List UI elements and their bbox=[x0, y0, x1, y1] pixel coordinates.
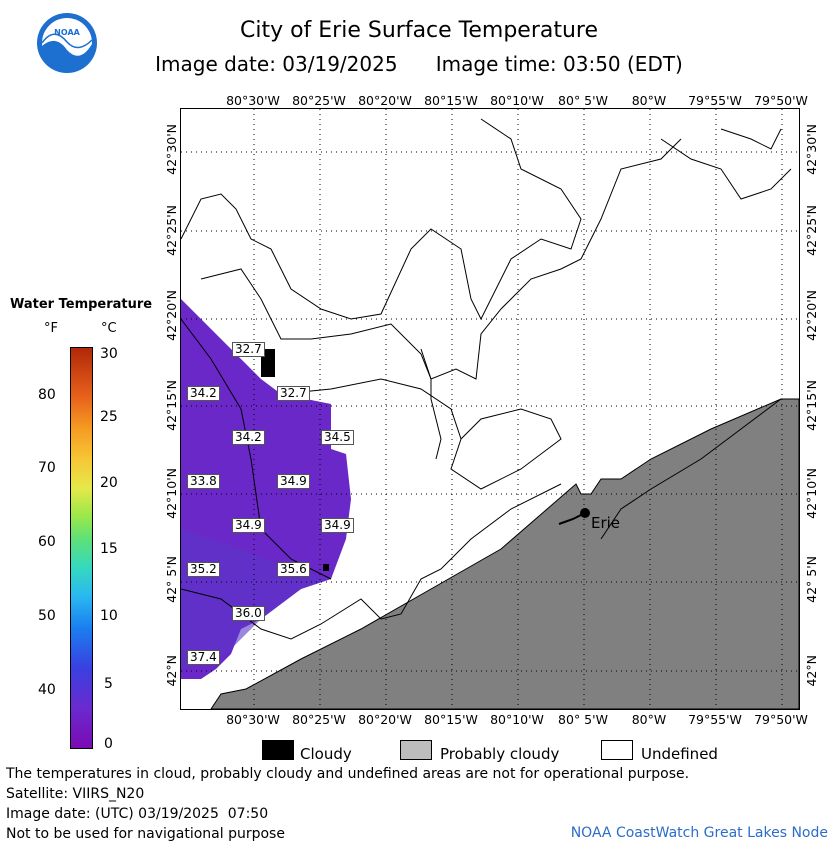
c-tick: 15 bbox=[100, 541, 118, 557]
contour-lines bbox=[180, 118, 792, 640]
image-date: Image date: 03/19/2025 bbox=[155, 52, 398, 76]
footer-utc-date: Image date: (UTC) 03/19/2025 07:50 bbox=[6, 806, 269, 822]
f-tick: 40 bbox=[38, 682, 56, 698]
temp-label: 34.9 bbox=[232, 518, 265, 533]
lon-label-top: 80°25'W bbox=[292, 93, 346, 108]
lon-label-top: 80°30'W bbox=[226, 93, 280, 108]
lat-label-left: 42°30'N bbox=[164, 124, 179, 175]
lon-label-bottom: 79°50'W bbox=[754, 712, 808, 727]
temp-label: 35.2 bbox=[187, 562, 220, 577]
lat-label-left: 42°25'N bbox=[164, 205, 179, 256]
temp-label: 34.9 bbox=[321, 518, 354, 533]
undefined-label: Undefined bbox=[641, 745, 718, 763]
temp-label: 33.8 bbox=[187, 474, 220, 489]
lon-label-bottom: 79°55'W bbox=[688, 712, 742, 727]
temp-label: 34.2 bbox=[232, 430, 265, 445]
lon-label-top: 80°10'W bbox=[490, 93, 544, 108]
lat-label-left: 42°15'N bbox=[164, 380, 179, 431]
temp-label: 34.9 bbox=[277, 474, 310, 489]
lon-label-bottom: 80°15'W bbox=[424, 712, 478, 727]
lon-label-top: 80° 5'W bbox=[558, 93, 608, 108]
temp-label: 34.2 bbox=[187, 386, 220, 401]
footer-satellite: Satellite: VIIRS_N20 bbox=[6, 786, 145, 802]
probably-cloudy-label: Probably cloudy bbox=[440, 745, 560, 763]
lat-label-right: 42°25'N bbox=[804, 205, 819, 256]
lon-label-bottom: 80°20'W bbox=[358, 712, 412, 727]
unit-c: °C bbox=[101, 321, 117, 336]
lat-label-right: 42°N bbox=[804, 655, 819, 687]
temp-label: 32.7 bbox=[277, 386, 310, 401]
f-tick: 80 bbox=[38, 387, 56, 403]
c-tick: 25 bbox=[100, 409, 118, 425]
c-tick: 20 bbox=[100, 475, 118, 491]
lon-label-top: 80°15'W bbox=[424, 93, 478, 108]
f-tick: 50 bbox=[38, 608, 56, 624]
lon-label-top: 80°W bbox=[631, 93, 667, 108]
f-tick: 60 bbox=[38, 534, 56, 550]
lon-label-top: 79°55'W bbox=[688, 93, 742, 108]
c-tick: 0 bbox=[104, 736, 113, 752]
city-label-erie: Erie bbox=[591, 514, 621, 532]
grid-lines bbox=[181, 109, 799, 709]
undefined-swatch bbox=[601, 740, 633, 760]
lon-label-bottom: 80°25'W bbox=[292, 712, 346, 727]
c-tick: 30 bbox=[100, 346, 118, 362]
lon-label-top: 80°20'W bbox=[358, 93, 412, 108]
lon-label-bottom: 80°10'W bbox=[490, 712, 544, 727]
temp-label: 36.0 bbox=[232, 606, 265, 621]
temp-label: 37.4 bbox=[187, 650, 220, 665]
map-panel[interactable]: 32.7 34.2 32.7 34.2 34.5 33.8 34.9 34.9 … bbox=[180, 108, 800, 710]
cloudy-swatch bbox=[262, 740, 294, 760]
lat-label-left: 42° 5'N bbox=[164, 556, 179, 603]
unit-f: °F bbox=[44, 321, 58, 336]
cloudy-label: Cloudy bbox=[300, 745, 352, 763]
temp-label: 35.6 bbox=[277, 562, 310, 577]
lat-label-right: 42°30'N bbox=[804, 124, 819, 175]
lat-label-left: 42°20'N bbox=[164, 290, 179, 341]
cloud-patch bbox=[323, 564, 329, 571]
map-svg bbox=[180, 109, 800, 710]
image-time: Image time: 03:50 (EDT) bbox=[435, 52, 683, 76]
noaa-logo: NOAA bbox=[36, 12, 98, 74]
temp-label: 32.7 bbox=[232, 342, 265, 357]
lon-label-bottom: 80° 5'W bbox=[558, 712, 608, 727]
f-tick: 70 bbox=[38, 460, 56, 476]
c-tick: 5 bbox=[104, 676, 113, 692]
probably-cloudy-swatch bbox=[400, 740, 432, 760]
lat-label-left: 42°N bbox=[164, 655, 179, 687]
lon-label-bottom: 80°W bbox=[631, 712, 667, 727]
legend-title: Water Temperature bbox=[10, 297, 153, 312]
subtitle: Image date: 03/19/2025 Image time: 03:50… bbox=[0, 52, 838, 76]
erie-marker bbox=[580, 508, 590, 518]
footer-disclaimer: The temperatures in cloud, probably clou… bbox=[6, 766, 690, 782]
lat-label-right: 42° 5'N bbox=[804, 556, 819, 603]
page-title: City of Erie Surface Temperature bbox=[239, 18, 599, 43]
lat-label-right: 42°20'N bbox=[804, 290, 819, 341]
temp-label: 34.5 bbox=[321, 430, 354, 445]
footer-nav-warning: Not to be used for navigational purpose bbox=[6, 826, 285, 842]
color-bar bbox=[70, 347, 93, 749]
lon-label-top: 79°50'W bbox=[754, 93, 808, 108]
lat-label-right: 42°10'N bbox=[804, 468, 819, 519]
c-tick: 10 bbox=[100, 608, 118, 624]
logo-text: NOAA bbox=[54, 28, 80, 37]
coastwatch-node-link[interactable]: NOAA CoastWatch Great Lakes Node bbox=[570, 825, 828, 841]
lat-label-right: 42°15'N bbox=[804, 380, 819, 431]
lat-label-left: 42°10'N bbox=[164, 468, 179, 519]
lon-label-bottom: 80°30'W bbox=[226, 712, 280, 727]
